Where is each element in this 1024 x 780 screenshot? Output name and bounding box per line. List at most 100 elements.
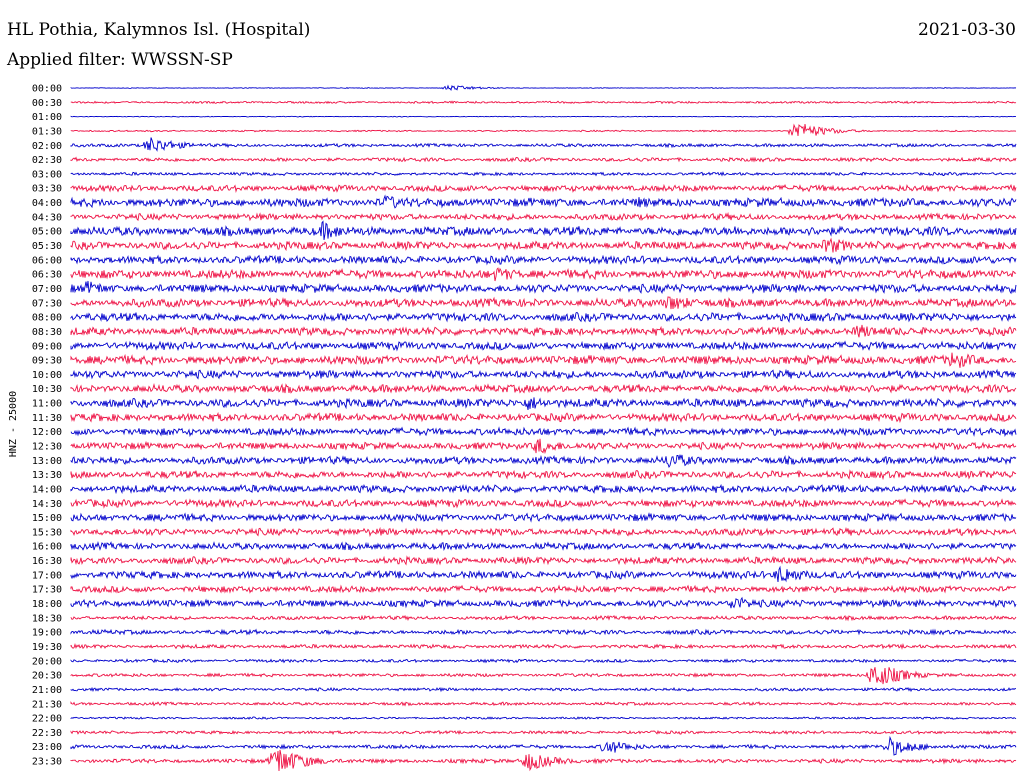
- trace-0430: [70, 211, 1017, 222]
- time-label: 17:00: [32, 570, 62, 581]
- time-label: 01:00: [32, 112, 62, 123]
- time-label: 21:00: [32, 685, 62, 696]
- trace-1030: [70, 382, 1017, 394]
- trace-1800: [70, 596, 1017, 609]
- time-label: 23:30: [32, 757, 62, 768]
- time-label: 19:30: [32, 642, 62, 653]
- trace-0300: [70, 171, 1017, 177]
- trace-2300: [70, 735, 1017, 756]
- trace-1600: [70, 541, 1017, 552]
- time-label: 10:30: [32, 384, 62, 395]
- trace-1530: [70, 526, 1017, 537]
- time-label: 20:00: [32, 656, 62, 667]
- trace-0500: [70, 220, 1017, 240]
- trace-1100: [70, 397, 1017, 410]
- time-label: 23:00: [32, 742, 62, 753]
- trace-2000: [70, 658, 1017, 664]
- trace-0630: [70, 267, 1017, 282]
- trace-0830: [70, 324, 1017, 338]
- time-label: 07:30: [32, 298, 62, 309]
- time-label: 22:30: [32, 728, 62, 739]
- trace-0130: [70, 123, 1017, 136]
- trace-1830: [70, 614, 1017, 622]
- trace-1430: [70, 498, 1017, 509]
- trace-0230: [70, 156, 1017, 163]
- time-label: 19:00: [32, 628, 62, 639]
- trace-0930: [70, 352, 1017, 368]
- time-label: 09:00: [32, 341, 62, 352]
- time-label: 02:00: [32, 141, 62, 152]
- time-label: 08:00: [32, 313, 62, 324]
- time-label: 03:30: [32, 184, 62, 195]
- time-label: 03:00: [32, 169, 62, 180]
- time-label: 00:00: [32, 84, 62, 95]
- time-label: 22:00: [32, 714, 62, 725]
- trace-0330: [70, 183, 1017, 193]
- trace-2330: [70, 749, 1017, 772]
- time-label: 04:30: [32, 212, 62, 223]
- trace-group: [70, 84, 1017, 772]
- station-title: HL Pothia, Kalymnos Isl. (Hospital): [7, 20, 311, 40]
- time-label: 13:30: [32, 470, 62, 481]
- time-label: 07:00: [32, 284, 62, 295]
- trace-1300: [70, 454, 1017, 469]
- time-label: 16:30: [32, 556, 62, 567]
- time-label: 08:30: [32, 327, 62, 338]
- time-label: 02:30: [32, 155, 62, 166]
- trace-0100: [70, 115, 1016, 118]
- trace-1500: [70, 512, 1017, 523]
- time-label: 13:00: [32, 456, 62, 467]
- time-label: 21:30: [32, 699, 62, 710]
- time-label-group: 00:00 00:30 01:00 01:30 02:00 02:30 03:00 03:30…: [32, 84, 62, 768]
- time-label: 06:00: [32, 255, 62, 266]
- time-label: 11:30: [32, 413, 62, 424]
- trace-1000: [70, 368, 1017, 380]
- time-label: 12:00: [32, 427, 62, 438]
- time-label: 12:30: [32, 442, 62, 453]
- time-label: 06:30: [32, 270, 62, 281]
- trace-1200: [70, 426, 1017, 438]
- time-label: 00:30: [32, 98, 62, 109]
- time-label: 20:30: [32, 671, 62, 682]
- time-label: 17:30: [32, 585, 62, 596]
- trace-2230: [70, 729, 1017, 736]
- trace-2100: [70, 686, 1017, 693]
- time-label: 18:30: [32, 613, 62, 624]
- trace-1230: [70, 438, 1017, 455]
- trace-1330: [70, 469, 1017, 481]
- trace-1900: [70, 628, 1017, 636]
- time-label: 05:30: [32, 241, 62, 252]
- trace-2030: [70, 667, 1017, 685]
- trace-2200: [70, 716, 1017, 720]
- trace-0530: [70, 237, 1017, 253]
- filter-label: Applied filter: WWSSN-SP: [7, 50, 233, 70]
- time-label: 05:00: [32, 227, 62, 238]
- y-axis-label: HNZ - 25000: [8, 391, 19, 457]
- time-label: 04:00: [32, 198, 62, 209]
- trace-1700: [70, 565, 1017, 583]
- trace-0000: [70, 84, 1017, 91]
- time-label: 11:00: [32, 399, 62, 410]
- trace-0200: [70, 137, 1017, 152]
- trace-1630: [70, 555, 1017, 566]
- trace-0730: [70, 296, 1017, 310]
- trace-0400: [70, 194, 1017, 209]
- time-label: 14:30: [32, 499, 62, 510]
- trace-0030: [70, 100, 1017, 105]
- trace-0800: [70, 311, 1017, 323]
- trace-1400: [70, 483, 1017, 495]
- trace-1930: [70, 642, 1017, 650]
- trace-2130: [70, 701, 1017, 707]
- time-label: 15:30: [32, 527, 62, 538]
- trace-1130: [70, 411, 1017, 424]
- time-label: 18:00: [32, 599, 62, 610]
- time-label: 01:30: [32, 127, 62, 138]
- time-label: 15:00: [32, 513, 62, 524]
- trace-1730: [70, 584, 1017, 594]
- time-label: 14:00: [32, 485, 62, 496]
- date-label: 2021-03-30: [917, 20, 1016, 40]
- time-label: 16:00: [32, 542, 62, 553]
- trace-0900: [70, 340, 1017, 352]
- time-label: 10:00: [32, 370, 62, 381]
